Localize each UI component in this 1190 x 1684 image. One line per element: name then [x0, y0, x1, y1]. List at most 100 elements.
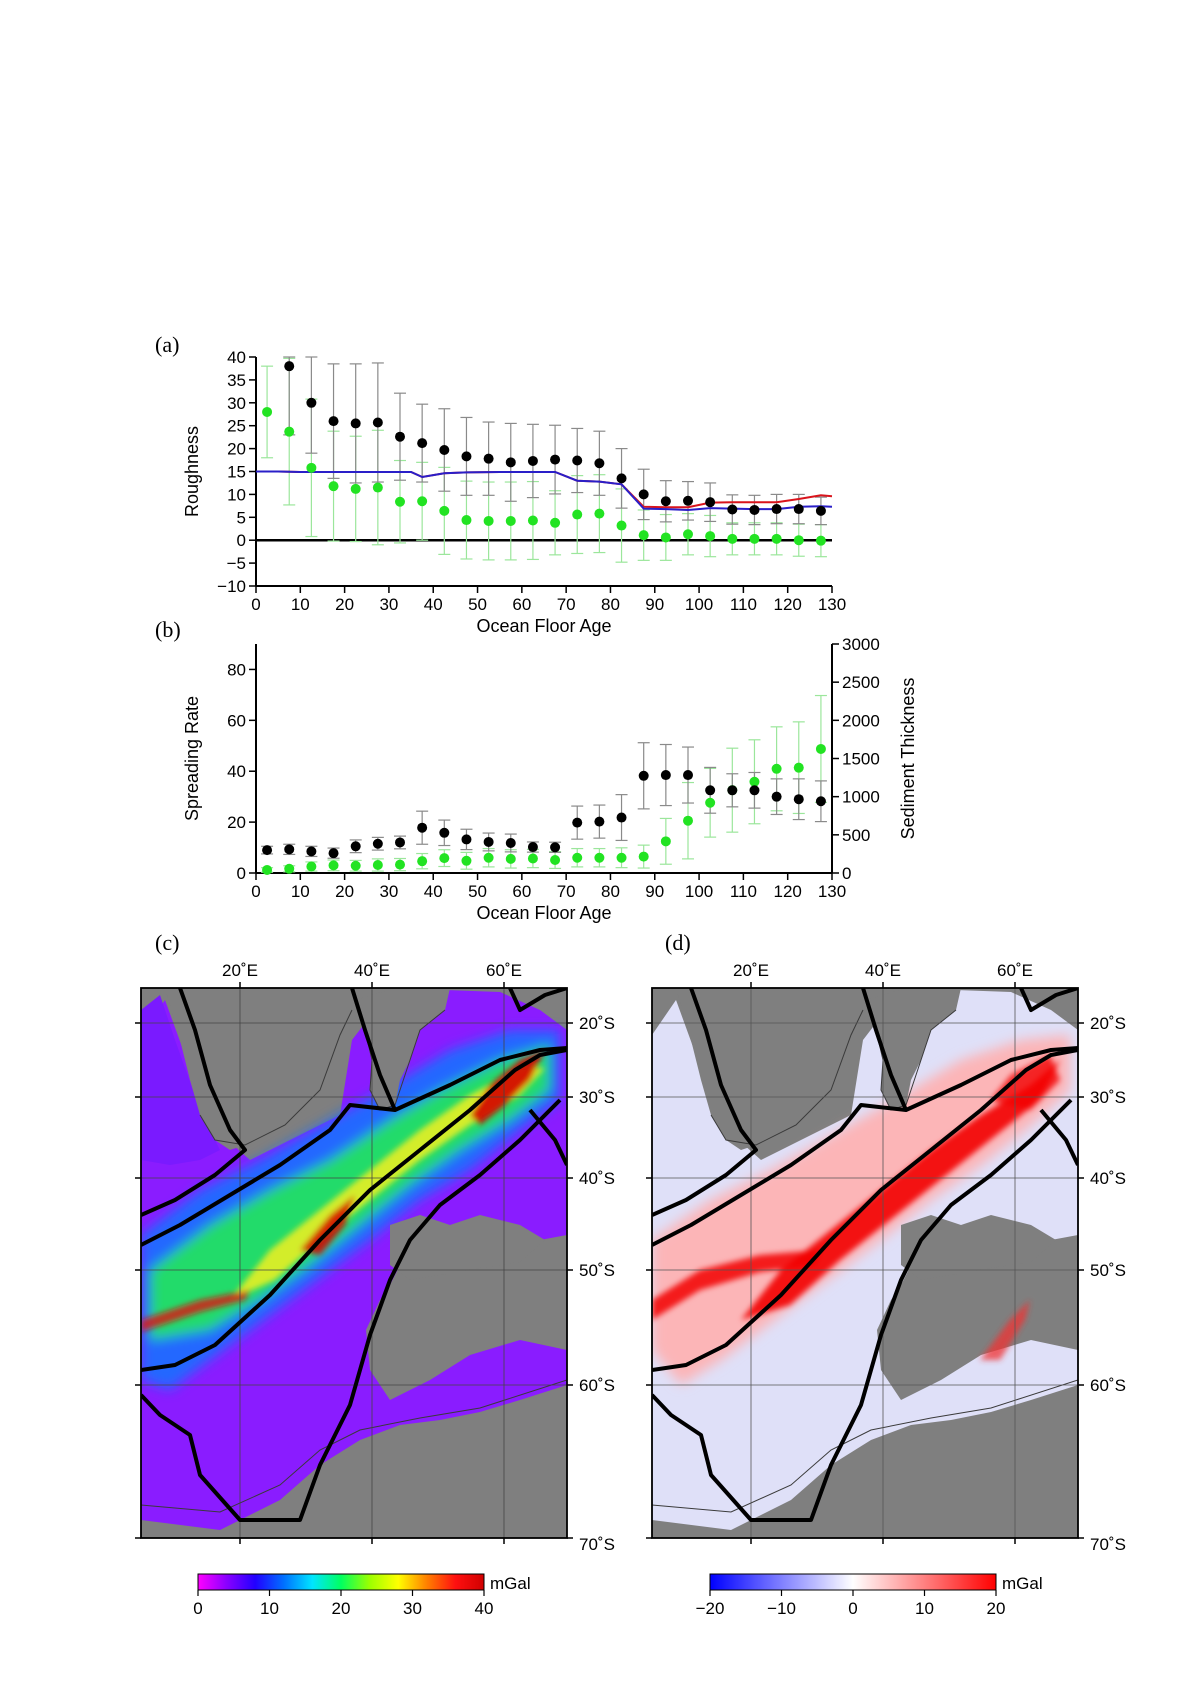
colorbar-tick-label: 20 — [332, 1599, 351, 1618]
x-tick-label: 50 — [468, 882, 487, 901]
green-data-point — [328, 860, 339, 871]
green-data-point — [395, 859, 405, 870]
black-data-point — [505, 457, 516, 468]
green-data-point — [705, 531, 716, 542]
black-data-point — [727, 785, 738, 796]
black-data-point — [572, 455, 583, 466]
green-data-point — [572, 509, 583, 520]
green-data-point — [372, 859, 383, 870]
y-tick-label: −10 — [217, 577, 246, 596]
y-axis-title: Spreading Rate — [182, 696, 202, 821]
map-d-lat-60s: 60˚S — [1090, 1376, 1126, 1395]
green-data-point — [638, 851, 649, 862]
spreading-sediment-chart: 0 10 20 30 40 50 60 70 80 90 100 110 120 130020406080… — [182, 635, 918, 923]
colorbar-d: mGal −20 −10 0 10 20 — [696, 1573, 1043, 1618]
map-c-lon-20e: 20˚E — [222, 961, 258, 980]
green-data-point — [350, 483, 361, 494]
green-data-point — [505, 853, 516, 864]
panel-d-label: (d) — [665, 930, 691, 955]
green-data-point — [306, 462, 317, 473]
green-data-point — [417, 496, 428, 507]
black-data-point — [793, 504, 804, 515]
green-data-point — [683, 529, 693, 540]
map-c-madagascar-land — [355, 988, 450, 1110]
green-data-point — [262, 864, 273, 875]
black-data-point — [306, 397, 317, 408]
map-c-lat-20s: 20˚S — [579, 1014, 615, 1033]
y2-tick-label: 2000 — [842, 711, 880, 730]
green-data-point — [660, 836, 671, 847]
colorbar-c-unit: mGal — [490, 1574, 531, 1593]
black-data-point — [483, 453, 494, 464]
map-d: 20˚E 40˚E 60˚E — [646, 961, 1084, 1544]
green-data-point — [594, 852, 605, 863]
green-data-point — [660, 532, 671, 543]
green-data-point — [483, 515, 494, 526]
x-tick-label: 80 — [601, 882, 620, 901]
map-d-boundaries — [652, 988, 1078, 1522]
green-data-point — [439, 853, 450, 864]
x-tick-label: 130 — [818, 595, 846, 614]
green-data-point — [616, 520, 627, 531]
black-data-point — [284, 361, 295, 372]
green-data-point — [328, 481, 339, 492]
green-data-point — [749, 533, 760, 544]
black-data-point — [660, 770, 671, 781]
y-tick-label: 30 — [227, 394, 246, 413]
map-d-lon-20e: 20˚E — [733, 961, 769, 980]
colorbar-tick-label: 10 — [915, 1599, 934, 1618]
black-data-point — [350, 841, 361, 852]
green-data-point — [505, 515, 516, 526]
map-d-band-red-3 — [991, 1055, 1060, 1110]
black-data-point — [527, 842, 538, 853]
black-data-point — [372, 417, 383, 428]
green-data-point — [815, 535, 826, 546]
x-tick-label: 110 — [730, 595, 757, 614]
green-data-point — [395, 496, 405, 507]
map-c: 20˚E 40˚E 60˚E — [135, 961, 573, 1544]
x-tick-label: 0 — [251, 595, 260, 614]
colorbar-d-bar — [709, 1573, 997, 1591]
panel-a-label: (a) — [155, 332, 179, 357]
x-tick-label: 40 — [424, 882, 443, 901]
green-data-point — [306, 861, 317, 872]
green-data-point — [284, 863, 295, 874]
x-tick-label: 0 — [251, 882, 260, 901]
map-c-plateau-land — [390, 1215, 545, 1280]
map-d-africa-land — [676, 988, 863, 1150]
black-data-point — [350, 418, 361, 429]
black-data-point — [284, 844, 295, 855]
colorbar-d-ticks: −20 −10 0 10 20 — [696, 1590, 1005, 1618]
black-data-point — [638, 489, 649, 500]
colorbar-tick-label: 40 — [475, 1599, 494, 1618]
x-tick-label: 80 — [601, 595, 620, 614]
map-d-lat-labels: 20˚S 30˚S 40˚S 50˚S 60˚S 70˚S — [1090, 1014, 1126, 1554]
y-tick-label: 5 — [237, 508, 246, 527]
black-data-point — [793, 794, 804, 805]
x-tick-label: 100 — [685, 882, 713, 901]
y2-tick-label: 500 — [842, 826, 870, 845]
x-tick-label: 70 — [557, 595, 576, 614]
map-c-band-red-1 — [470, 1050, 545, 1125]
y2-tick-label: 1500 — [842, 750, 880, 769]
map-c-africa-land — [165, 988, 352, 1150]
black-data-point — [727, 504, 738, 515]
black-data-point — [306, 846, 317, 857]
green-data-point — [815, 743, 826, 754]
map-c-lat-30s: 30˚S — [579, 1088, 615, 1107]
green-data-point — [550, 517, 561, 528]
colorbar-c: mGal 0 10 20 30 40 — [193, 1573, 531, 1618]
green-data-point — [439, 505, 450, 516]
y-tick-label: 20 — [227, 813, 246, 832]
x-tick-label: 60 — [512, 595, 531, 614]
black-data-point — [616, 812, 627, 823]
colorbar-tick-label: −10 — [767, 1599, 796, 1618]
x-tick-label: 120 — [774, 595, 802, 614]
black-data-point — [616, 473, 627, 484]
map-d-lat-20s: 20˚S — [1090, 1014, 1126, 1033]
black-data-point — [395, 431, 405, 442]
black-data-point — [749, 785, 760, 796]
x-tick-label: 70 — [557, 882, 576, 901]
green-data-point — [461, 855, 472, 866]
